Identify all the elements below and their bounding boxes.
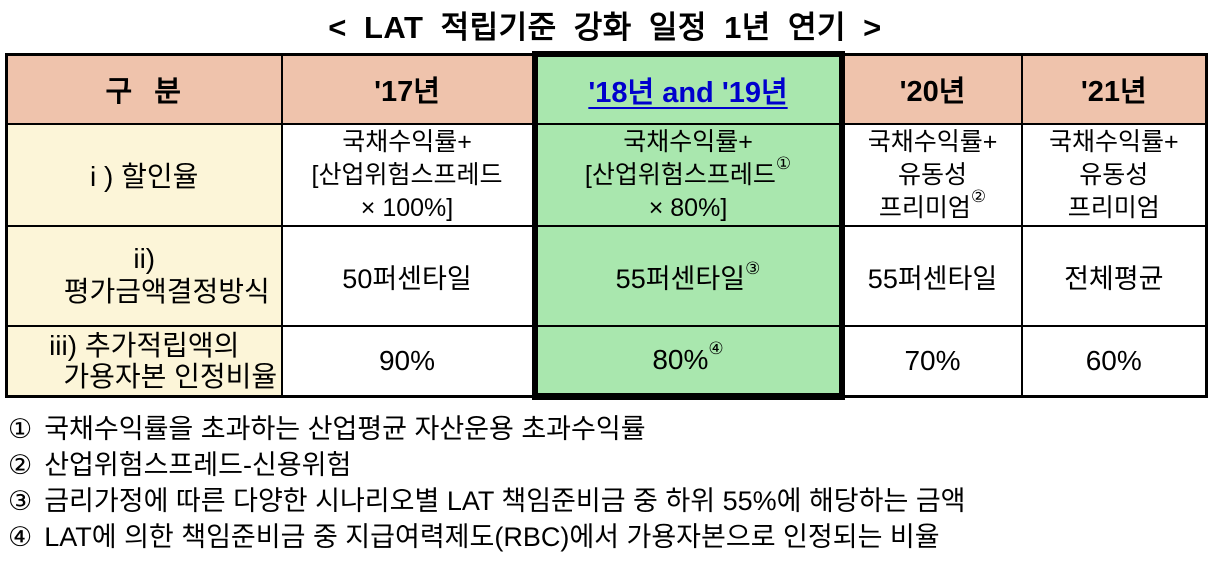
cell-capital-recognition-18-19: 80%④ xyxy=(531,325,845,400)
footnote-4-marker: ④ xyxy=(8,521,33,552)
cell-capital-recognition-20: 70% xyxy=(840,325,1023,397)
cell-discount-rate-20: 국채수익률+ 유동성 프리미엄② xyxy=(840,123,1023,227)
footnote-3-marker: ③ xyxy=(8,485,33,516)
footnote-1-text: 국채수익률을 초과하는 산업평균 자산운용 초과수익률 xyxy=(44,413,646,444)
header-year-21: '21년 xyxy=(1020,53,1208,125)
footnote-3: ③ 금리가정에 따른 다양한 시나리오별 LAT 책임준비금 중 하위 55%에 … xyxy=(8,483,1231,519)
label-valuation-method: ii) 평가금액결정방식 xyxy=(5,225,283,327)
cell-valuation-method-17: 50퍼센타일 xyxy=(280,225,536,327)
footnote-1-marker: ① xyxy=(8,413,33,444)
lat-schedule-table: 구 분 '17년 '18년 and '19년 '20년 '21년 i ) 할인율… xyxy=(5,51,1208,400)
cell-capital-recognition-21: 60% xyxy=(1020,325,1208,397)
footnote-ref-3: ③ xyxy=(745,258,761,278)
row-valuation-method: ii) 평가금액결정방식 50퍼센타일 55퍼센타일③ 55퍼센타일 전체평균 xyxy=(5,225,1208,327)
footnote-ref-4: ④ xyxy=(708,339,724,359)
header-category: 구 분 xyxy=(5,53,283,125)
cell-discount-rate-21: 국채수익률+ 유동성 프리미엄 xyxy=(1020,123,1208,227)
label-discount-rate: i ) 할인율 xyxy=(5,123,283,227)
row-capital-recognition: iii) 추가적립액의 가용자본 인정비율 90% 80%④ 70% 60% xyxy=(5,325,1208,400)
footnotes: ① 국채수익률을 초과하는 산업평균 자산운용 초과수익률 ② 산업위험스프레드-신… xyxy=(8,411,1231,555)
cell-capital-recognition-17: 90% xyxy=(280,325,536,397)
footnote-ref-1: ① xyxy=(775,154,792,174)
cell-valuation-method-21: 전체평균 xyxy=(1020,225,1208,327)
header-year-18-19-label: '18년 and '19년 xyxy=(588,77,788,109)
page-title: < LAT 적립기준 강화 일정 1년 연기 > xyxy=(328,10,882,45)
footnote-3-text: 금리가정에 따른 다양한 시나리오별 LAT 책임준비금 중 하위 55%에 해… xyxy=(44,485,966,516)
cell-discount-rate-17: 국채수익률+ [산업위험스프레드 × 100%] xyxy=(280,123,536,227)
label-capital-recognition: iii) 추가적립액의 가용자본 인정비율 xyxy=(5,325,283,397)
footnote-4-text: LAT에 의한 책임준비금 중 지급여력제도(RBC)에서 가용자본으로 인정되… xyxy=(44,521,940,552)
footnote-2-marker: ② xyxy=(8,449,33,480)
footnote-4: ④ LAT에 의한 책임준비금 중 지급여력제도(RBC)에서 가용자본으로 인정… xyxy=(8,519,1231,555)
row-discount-rate: i ) 할인율 국채수익률+ [산업위험스프레드 × 100%] 국채수익률+ … xyxy=(5,123,1208,227)
footnote-1: ① 국채수익률을 초과하는 산업평균 자산운용 초과수익률 xyxy=(8,411,1231,447)
header-year-18-19: '18년 and '19년 xyxy=(531,51,845,125)
cell-discount-rate-18-19: 국채수익률+ [산업위험스프레드① × 80%] xyxy=(531,123,845,227)
header-year-17: '17년 xyxy=(280,53,536,125)
cell-valuation-method-18-19: 55퍼센타일③ xyxy=(531,225,845,327)
footnote-2: ② 산업위험스프레드-신용위험 xyxy=(8,447,1231,483)
header-year-20: '20년 xyxy=(840,53,1023,125)
cell-valuation-method-20: 55퍼센타일 xyxy=(840,225,1023,327)
footnote-ref-2: ② xyxy=(970,187,987,207)
table-header-row: 구 분 '17년 '18년 and '19년 '20년 '21년 xyxy=(5,51,1208,125)
footnote-2-text: 산업위험스프레드-신용위험 xyxy=(44,449,352,480)
